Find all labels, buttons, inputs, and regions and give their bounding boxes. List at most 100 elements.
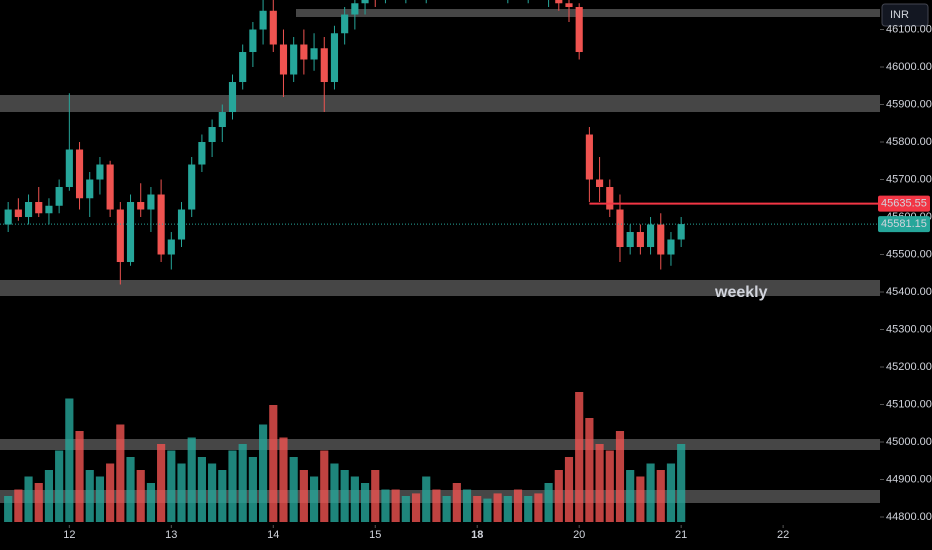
- volume-bar: [44, 470, 54, 522]
- x-tick-label: 20: [573, 529, 585, 541]
- volume-bar: [126, 457, 135, 522]
- volume-bar: [666, 463, 676, 522]
- candle-body: [575, 7, 583, 53]
- candle-body: [208, 127, 216, 143]
- candle-body: [167, 239, 175, 255]
- volume-bar: [554, 470, 563, 522]
- volume-bar: [422, 476, 431, 522]
- candle-body: [351, 3, 359, 15]
- volume-bar: [626, 470, 635, 522]
- y-tick-label: 45700.00: [886, 173, 932, 185]
- volume-bar: [146, 483, 155, 522]
- candle-body: [75, 149, 84, 199]
- volume-bar: [340, 470, 349, 522]
- level-zone: [0, 439, 880, 450]
- volume-bar: [136, 470, 145, 522]
- volume-bar: [432, 489, 441, 522]
- volume-bar: [544, 483, 553, 522]
- x-tick-label: 21: [675, 529, 687, 541]
- candle-body: [177, 209, 186, 240]
- volume-bar: [462, 489, 472, 522]
- volume-bar: [575, 392, 584, 522]
- volume-bar: [208, 463, 217, 522]
- candle-body: [96, 164, 104, 180]
- candle-body: [116, 209, 124, 263]
- candle-body: [596, 179, 604, 188]
- volume-bar: [309, 476, 319, 522]
- volume-bar: [585, 418, 594, 522]
- x-tick-label: 15: [369, 529, 381, 541]
- volume-bar: [503, 496, 512, 522]
- candle-body: [606, 187, 614, 210]
- volume-bar: [615, 431, 625, 522]
- volume-bar: [24, 476, 33, 522]
- volume-bar: [350, 476, 359, 522]
- volume-bar: [411, 493, 421, 522]
- volume-bar: [299, 470, 308, 522]
- y-tick-label: 45400.00: [886, 286, 932, 298]
- volume-bar: [513, 489, 523, 522]
- candle-body: [657, 224, 665, 255]
- candle-body: [157, 194, 165, 255]
- volume-bar: [116, 424, 125, 522]
- currency-label[interactable]: INR: [890, 9, 909, 21]
- volume-bar: [177, 463, 186, 522]
- candle-body: [259, 10, 267, 30]
- candle-body: [626, 232, 634, 248]
- volume-bar: [197, 457, 206, 522]
- volume-bar: [228, 450, 237, 522]
- volume-bar: [218, 470, 227, 522]
- candle-body: [126, 202, 135, 263]
- volume-bar: [167, 450, 176, 522]
- volume-bar: [493, 493, 502, 522]
- candle-body: [35, 202, 43, 214]
- candle-body: [249, 29, 257, 53]
- x-tick-label: 12: [63, 529, 75, 541]
- x-tick-label: 22: [777, 529, 789, 541]
- volume-bar: [656, 470, 665, 522]
- volume-bar: [330, 463, 339, 522]
- y-tick-label: 45800.00: [886, 136, 932, 148]
- volume-bar: [524, 496, 533, 522]
- alert-tag: [878, 195, 930, 212]
- volume-bar: [564, 457, 574, 522]
- candle-body: [300, 44, 308, 60]
- x-tick-label: 14: [267, 529, 279, 541]
- x-tick-label: 18: [471, 529, 483, 541]
- currency-button[interactable]: [881, 3, 929, 27]
- y-tick-label: 44900.00: [886, 473, 932, 485]
- volume-bar: [248, 457, 257, 522]
- volume-bar: [187, 437, 196, 522]
- volume-bar: [106, 463, 115, 522]
- y-tick-label: 46000.00: [886, 61, 932, 73]
- y-tick-label: 45900.00: [886, 98, 932, 110]
- candle-body: [677, 224, 685, 240]
- candle-body: [55, 187, 63, 206]
- level-zone: [0, 95, 880, 112]
- candle-body: [320, 48, 328, 83]
- last-price-tag: [878, 216, 930, 233]
- volume-bar: [636, 476, 645, 522]
- candle-body: [310, 48, 318, 60]
- candle-body: [45, 205, 53, 214]
- volume-bar: [595, 444, 604, 522]
- volume-bar: [14, 489, 23, 522]
- candle-body: [198, 142, 206, 165]
- candle-body: [279, 44, 288, 75]
- x-tick-label: 13: [165, 529, 177, 541]
- y-tick-label: 45100.00: [886, 398, 932, 410]
- volume-bar: [605, 450, 614, 522]
- volume-bar: [95, 476, 105, 522]
- volume-bar: [75, 431, 84, 522]
- candle-body: [228, 82, 237, 113]
- candle-body: [290, 44, 298, 75]
- candle-body: [667, 239, 675, 255]
- candle-body: [646, 224, 655, 248]
- volume-bar: [55, 450, 64, 522]
- volume-bar: [391, 489, 400, 522]
- candle-body: [218, 112, 226, 128]
- candle-body: [14, 209, 22, 218]
- candle-body: [137, 202, 145, 210]
